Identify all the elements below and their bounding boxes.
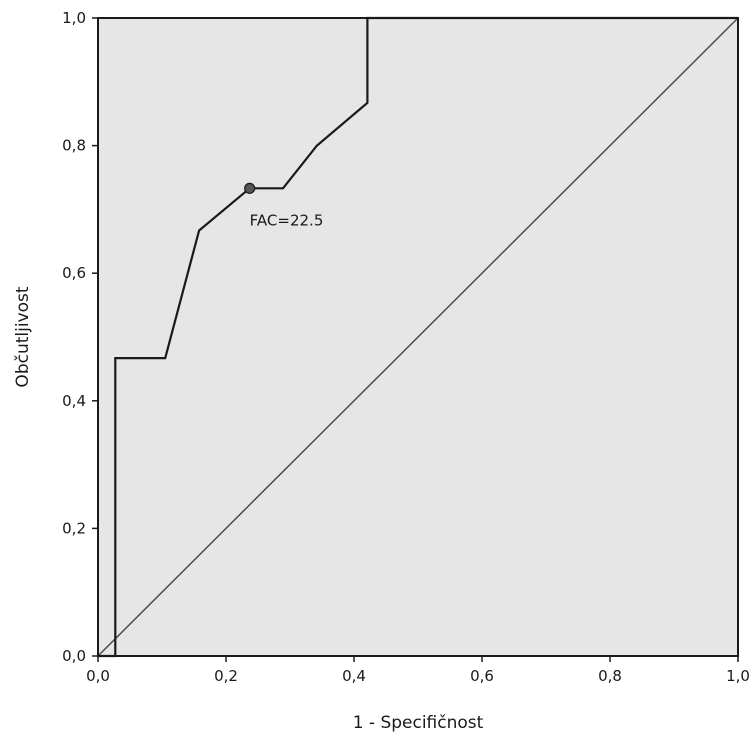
- x-axis-title: 1 - Specifičnost: [353, 713, 484, 733]
- x-tick-label: 0,4: [342, 667, 366, 685]
- plot-frame: [97, 17, 739, 657]
- axis-ticks: 0,0 0,2 0,4 0,6 0,8 1,0 0,0 0,2 0,4 0,6 0,8 1,0: [62, 9, 750, 685]
- x-tick-label: 0,8: [598, 667, 622, 685]
- cutoff-point-label: FAC=22.5: [250, 211, 324, 229]
- y-tick-label: 0,6: [62, 264, 86, 282]
- y-axis-title: Občutljivost: [13, 286, 33, 387]
- y-tick-label: 0,8: [62, 137, 86, 155]
- y-tick-label: 0,2: [62, 519, 86, 537]
- cutoff-point-marker: [244, 182, 256, 194]
- annotations: FAC=22.5: [244, 182, 324, 229]
- x-tick-label: 0,0: [86, 667, 110, 685]
- x-tick-label: 0,6: [470, 667, 494, 685]
- reference-line-group: [97, 17, 739, 657]
- y-tick-label: 1,0: [62, 9, 86, 27]
- y-tick-label: 0,4: [62, 392, 86, 410]
- x-tick-label: 1,0: [726, 667, 750, 685]
- reference-diagonal-line: [97, 17, 739, 657]
- y-tick-label: 0,0: [62, 647, 86, 665]
- x-tick-label: 0,2: [214, 667, 238, 685]
